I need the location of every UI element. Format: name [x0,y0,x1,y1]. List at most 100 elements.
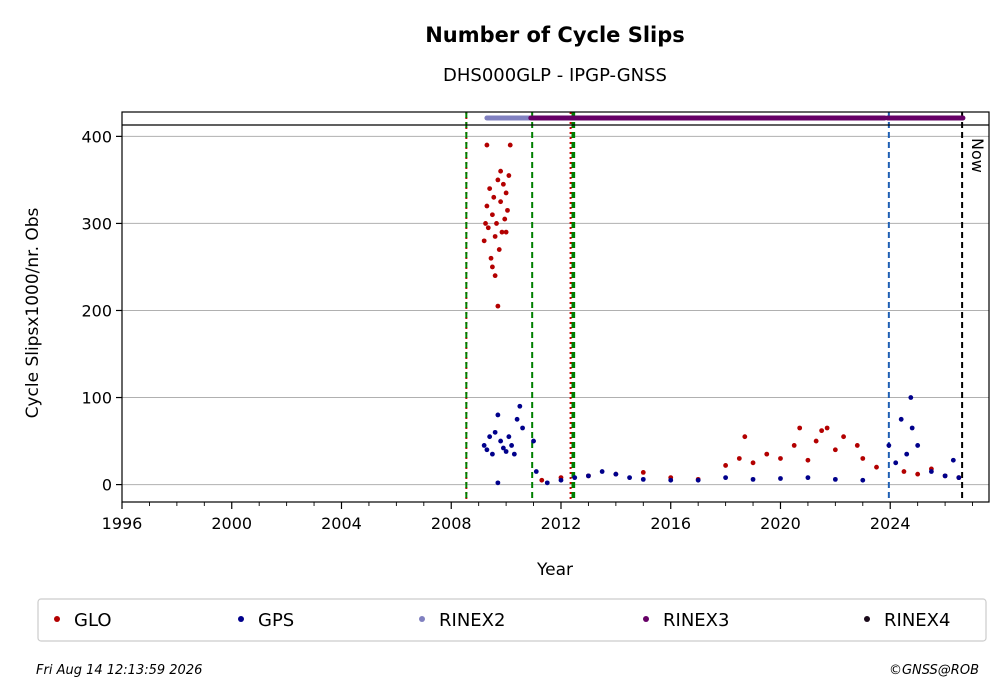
data-point-gps [481,443,487,448]
data-point-gps [723,475,729,481]
data-point-gps [509,443,515,448]
x-tick-label: 2020 [760,514,801,533]
data-point-glo [495,303,501,309]
data-point-gps [668,477,674,483]
data-point-gps [500,445,506,451]
legend-marker [54,616,60,622]
data-point-gps [613,471,619,477]
x-tick-label: 2008 [431,514,472,533]
data-point-gps [533,469,539,474]
data-point-gps [908,395,914,400]
data-point-glo [813,438,819,444]
legend-label: RINEX2 [439,610,505,631]
data-point-glo [491,194,497,200]
data-point-glo [499,229,505,235]
data-point-gps [893,460,899,466]
data-point-glo [500,181,506,187]
x-axis-label: Year [536,560,573,580]
data-point-glo [819,428,825,434]
x-ticks: 1996 2000 2004 2008 2012 2016 2020 2024 [102,502,973,533]
legend-marker [419,616,425,622]
data-point-glo [860,456,866,461]
legend-label: GLO [74,610,112,631]
data-point-glo [503,229,509,235]
legend-label: RINEX4 [884,610,950,631]
data-point-glo [742,434,748,440]
data-point-gps [898,416,904,422]
timestamp: Fri Aug 14 12:13:59 2026 [36,663,202,678]
data-point-gps [627,475,632,481]
data-point-glo [750,460,756,466]
data-point-glo [503,190,509,196]
data-point-gps [517,403,523,409]
data-point-glo [539,477,545,483]
y-tick-label: 400 [81,127,112,146]
data-point-glo [489,212,495,218]
data-point-gps [558,477,564,483]
data-point-gps [750,476,756,482]
legend-marker [238,616,244,622]
data-point-gps [520,425,525,431]
plot-frame [121,111,990,503]
x-tick-label: 2012 [541,514,582,533]
data-point-gps [495,480,501,486]
data-point-gps [489,451,495,457]
data-point-glo [854,443,860,448]
data-point-gps [805,475,811,481]
y-tick-label: 100 [81,389,112,408]
data-point-gps [950,457,956,463]
data-point-glo [805,457,811,463]
grid-lines [122,135,989,486]
data-point-gps [956,475,962,481]
data-point-gps [506,434,512,440]
data-point-glo [506,173,512,178]
x-tick-label: 2016 [650,514,691,533]
y-ticks: 0 100 200 300 400 [81,127,122,495]
data-point-gps [498,438,504,444]
legend-box [37,598,987,642]
copyright: ©GNSS@ROB [889,663,979,678]
data-point-gps [514,416,520,422]
data-point-gps [695,477,701,483]
x-tick-label: 2000 [211,514,252,533]
data-point-gps [544,480,550,486]
data-point-gps [495,412,501,418]
data-point-glo [484,203,490,209]
legend-label: GPS [258,610,294,631]
x-tick-label: 2024 [870,514,911,533]
data-point-glo [736,456,742,461]
data-point-glo [874,464,879,470]
data-point-gps [503,449,509,454]
data-point-gps [487,434,493,440]
data-point-glo [797,425,803,431]
data-point-gps [531,438,536,444]
data-point-glo [492,273,498,279]
data-point-glo [824,425,830,431]
data-point-glo [489,264,495,270]
data-point-glo [485,225,491,231]
data-point-gps [778,476,783,481]
x-tick-label: 2004 [321,514,362,533]
data-point-gps [599,469,605,474]
data-point-glo [488,255,494,261]
data-point-glo [791,443,797,448]
data-point-glo [487,186,493,192]
data-point-glo [483,221,488,226]
data-point-glo [915,471,921,477]
data-point-glo [481,238,487,244]
data-point-glo [507,142,513,148]
data-point-glo [778,456,783,461]
data-point-glo [495,177,501,183]
chart-subtitle: DHS000GLP - IPGP-GNSS [443,65,667,86]
data-point-glo [723,463,729,468]
data-point-gps [586,473,591,479]
data-point-glo [901,469,907,474]
data-point-glo [492,234,498,239]
data-point-glo [832,447,838,453]
data-point-gps [484,447,490,453]
chart-title: Number of Cycle Slips [425,23,685,47]
data-point-gps [904,451,910,457]
x-tick-label: 1996 [102,514,143,533]
data-point-glo [496,247,502,252]
